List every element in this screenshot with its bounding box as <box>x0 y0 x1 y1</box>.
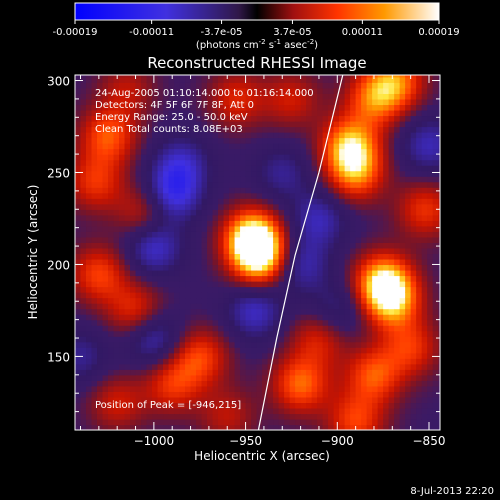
plot-frame <box>74 74 441 431</box>
solar-limb-line <box>257 75 344 430</box>
colorbar-tick-label: 0.00019 <box>418 27 459 38</box>
annotation-energy: Energy Range: 25.0 - 50.0 keV <box>95 112 248 123</box>
annotation-block: 24-Aug-2005 01:10:14.000 to 01:16:14.000… <box>95 88 314 411</box>
y-tick-label: 150 <box>47 350 70 364</box>
colorbar-tick-label: -0.00019 <box>53 27 98 38</box>
colorbar-units: (photons cm-2 s-1 asec-2) <box>196 38 318 51</box>
y-tick-label: 200 <box>47 258 70 272</box>
colorbar-tick-label: 3.7e-05 <box>273 27 311 38</box>
colorbar-ticks: -0.00019 -0.00011 -3.7e-05 3.7e-05 0.00011 0.… <box>53 20 460 38</box>
heatmap <box>75 75 440 430</box>
x-axis-label: Heliocentric X (arcsec) <box>194 449 330 463</box>
annotation-time: 24-Aug-2005 01:10:14.000 to 01:16:14.000 <box>95 88 314 99</box>
colorbar-tick-label: -3.7e-05 <box>201 27 243 38</box>
colorbar-tick-label: 0.00011 <box>342 27 383 38</box>
x-tick-label: −850 <box>413 434 446 448</box>
y-tick-label: 300 <box>47 75 70 89</box>
x-tick-label: −1000 <box>134 434 175 448</box>
footer-timestamp: 8-Jul-2013 22:20 <box>410 486 494 497</box>
x-tick-label: −950 <box>229 434 262 448</box>
chart-title: Reconstructed RHESSI Image <box>147 54 366 72</box>
colorbar: -0.00019 -0.00011 -3.7e-05 3.7e-05 0.00011 0.… <box>53 2 460 51</box>
colorbar-tick-label: -0.00011 <box>129 27 174 38</box>
y-axis-label: Heliocentric Y (arcsec) <box>26 185 40 320</box>
annotation-detectors: Detectors: 4F 5F 6F 7F 8F, Att 0 <box>95 100 254 111</box>
annotation-clean: Clean Total counts: 8.08E+03 <box>95 124 243 135</box>
y-tick-label: 250 <box>47 166 70 180</box>
x-tick-label: −900 <box>321 434 354 448</box>
axis-ticks: −1000 −950 −900 −850 150 200 250 300 <box>47 75 445 448</box>
peak-position-label: Position of Peak = [-946,215] <box>95 400 241 411</box>
